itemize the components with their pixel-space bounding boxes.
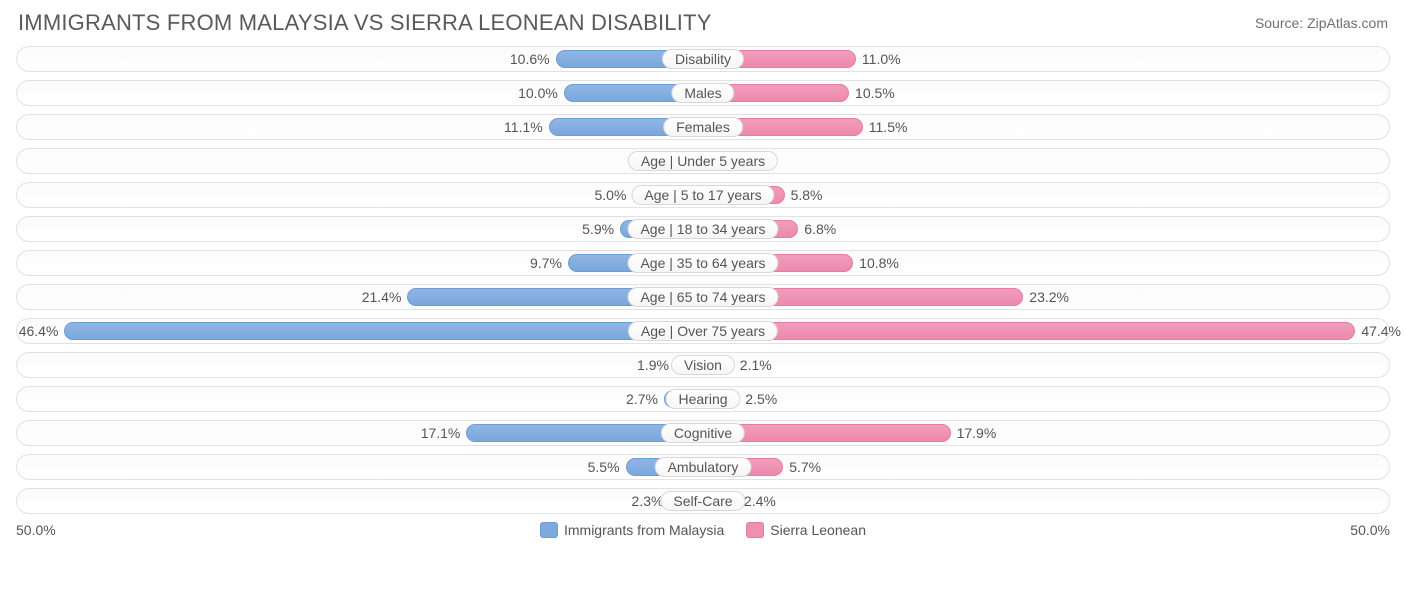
row-label: Age | 65 to 74 years — [627, 287, 778, 307]
chart-row: 5.9% 6.8% Age | 18 to 34 years — [16, 216, 1390, 242]
legend-label-right: Sierra Leonean — [770, 522, 866, 538]
legend-item-left: Immigrants from Malaysia — [540, 522, 724, 538]
chart-row: 46.4%47.4%Age | Over 75 years — [16, 318, 1390, 344]
bar-left — [64, 322, 703, 340]
row-label: Age | 35 to 64 years — [627, 253, 778, 273]
chart-row: 2.3% 2.4%Self-Care — [16, 488, 1390, 514]
row-label: Females — [663, 117, 743, 137]
chart-row: 11.1% 11.5% Females — [16, 114, 1390, 140]
row-label: Age | 5 to 17 years — [631, 185, 774, 205]
value-left: 1.9% — [637, 353, 669, 377]
value-left: 10.6% — [510, 47, 550, 71]
diverging-bar-chart: 10.6% 11.0% Disability 10.0% 10.5% Males 11.1%… — [0, 42, 1406, 514]
value-left: 17.1% — [421, 421, 461, 445]
axis-right-max: 50.0% — [1350, 522, 1390, 538]
row-label: Age | 18 to 34 years — [627, 219, 778, 239]
row-label: Cognitive — [661, 423, 745, 443]
value-left: 21.4% — [362, 285, 402, 309]
value-left: 46.4% — [19, 319, 59, 343]
chart-footer: 50.0% Immigrants from Malaysia Sierra Le… — [0, 522, 1406, 538]
value-right: 2.1% — [740, 353, 772, 377]
value-left: 11.1% — [504, 115, 543, 139]
value-right: 5.8% — [791, 183, 823, 207]
chart-title: IMMIGRANTS FROM MALAYSIA VS SIERRA LEONE… — [18, 10, 712, 36]
value-right: 2.5% — [745, 387, 777, 411]
value-right: 10.5% — [855, 81, 895, 105]
value-right: 23.2% — [1029, 285, 1069, 309]
chart-row: 21.4% 23.2% Age | 65 to 74 years — [16, 284, 1390, 310]
row-label: Age | Over 75 years — [628, 321, 778, 341]
legend-swatch-left — [540, 522, 558, 538]
chart-source: Source: ZipAtlas.com — [1255, 15, 1388, 31]
row-label: Age | Under 5 years — [628, 151, 778, 171]
row-label: Hearing — [665, 389, 740, 409]
source-prefix: Source: — [1255, 15, 1307, 31]
value-left: 2.3% — [632, 489, 664, 513]
value-right: 11.0% — [862, 47, 901, 71]
legend-item-right: Sierra Leonean — [746, 522, 866, 538]
chart-row: 1.9% 2.1%Vision — [16, 352, 1390, 378]
value-left: 5.5% — [588, 455, 620, 479]
row-label: Self-Care — [660, 491, 745, 511]
chart-row: 5.0% 5.8% Age | 5 to 17 years — [16, 182, 1390, 208]
bar-right — [703, 322, 1355, 340]
row-label: Disability — [662, 49, 744, 69]
value-right: 17.9% — [957, 421, 997, 445]
value-right: 47.4% — [1361, 319, 1401, 343]
value-left: 5.0% — [594, 183, 626, 207]
axis-left-max: 50.0% — [16, 522, 56, 538]
chart-row: 5.5% 5.7% Ambulatory — [16, 454, 1390, 480]
chart-row: 17.1% 17.9% Cognitive — [16, 420, 1390, 446]
chart-row: 9.7% 10.8% Age | 35 to 64 years — [16, 250, 1390, 276]
value-right: 10.8% — [859, 251, 899, 275]
row-label: Vision — [671, 355, 735, 375]
chart-row: 10.0% 10.5% Males — [16, 80, 1390, 106]
source-name: ZipAtlas.com — [1307, 15, 1388, 31]
chart-row: 1.1%1.2%Age | Under 5 years — [16, 148, 1390, 174]
value-right: 11.5% — [869, 115, 908, 139]
legend-label-left: Immigrants from Malaysia — [564, 522, 724, 538]
legend-swatch-right — [746, 522, 764, 538]
row-label: Males — [671, 83, 734, 103]
value-right: 6.8% — [804, 217, 836, 241]
value-left: 9.7% — [530, 251, 562, 275]
value-left: 10.0% — [518, 81, 558, 105]
value-right: 5.7% — [789, 455, 821, 479]
legend: Immigrants from Malaysia Sierra Leonean — [540, 522, 866, 538]
chart-row: 2.7% 2.5%Hearing — [16, 386, 1390, 412]
chart-header: IMMIGRANTS FROM MALAYSIA VS SIERRA LEONE… — [0, 0, 1406, 42]
value-left: 2.7% — [626, 387, 658, 411]
value-left: 5.9% — [582, 217, 614, 241]
value-right: 2.4% — [744, 489, 776, 513]
row-label: Ambulatory — [655, 457, 752, 477]
chart-row: 10.6% 11.0% Disability — [16, 46, 1390, 72]
